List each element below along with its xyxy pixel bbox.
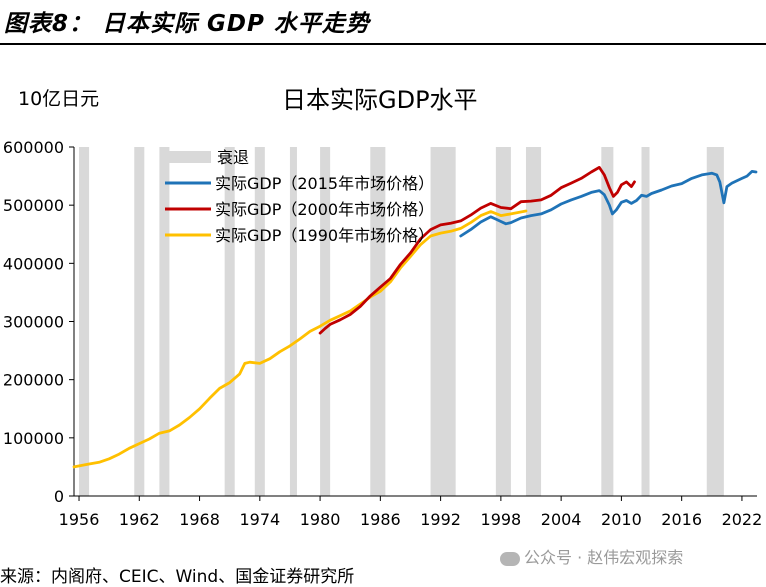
recession-band [289, 147, 297, 496]
x-tick-label: 2022 [722, 510, 763, 529]
y-tick-label: 200000 [3, 371, 64, 390]
recession-band [224, 147, 235, 496]
recession-band [79, 147, 90, 496]
recession-band [320, 147, 331, 496]
series-line [72, 209, 528, 469]
recession-band [495, 147, 511, 496]
x-tick-label: 1998 [481, 510, 522, 529]
x-tick-label: 1974 [239, 510, 280, 529]
x-tick-label: 1962 [119, 510, 160, 529]
source-note: 来源：内阁府、CEIC、Wind、国金证券研究所 [0, 567, 355, 587]
y-tick-label: 600000 [3, 138, 64, 157]
watermark-text: 公众号 · 赵伟宏观探索 [524, 548, 684, 567]
x-tick-label: 2004 [541, 510, 582, 529]
x-tick-label: 1968 [179, 510, 220, 529]
x-tick-label: 2016 [661, 510, 702, 529]
x-tick-label: 2010 [601, 510, 642, 529]
wechat-icon [500, 551, 520, 566]
x-tick-label: 1980 [300, 510, 341, 529]
unit-label: 10亿日元 [18, 88, 100, 110]
recession-band [134, 147, 145, 496]
recession-band [706, 147, 724, 496]
series-line [459, 169, 758, 238]
x-tick-label: 1956 [59, 510, 100, 529]
recession-band [430, 147, 456, 496]
legend-label-recession: 衰退 [217, 148, 249, 167]
y-tick-label: 300000 [3, 313, 64, 332]
recession-band [525, 147, 542, 496]
title-rule [0, 43, 766, 45]
legend-swatch-recession [165, 151, 211, 163]
recession-band [601, 147, 614, 496]
x-tick-label: 1992 [420, 510, 461, 529]
chart-title: 日本实际GDP水平 [282, 86, 478, 114]
recession-band [370, 147, 386, 496]
y-tick-label: 400000 [3, 254, 64, 273]
recession-band [641, 147, 650, 496]
y-tick-label: 100000 [3, 429, 64, 448]
legend-label-series: 实际GDP（2015年市场价格） [215, 174, 434, 193]
x-tick-label: 1986 [360, 510, 401, 529]
watermark: 公众号 · 赵伟宏观探索 [500, 544, 683, 568]
legend-label-series: 实际GDP（2000年市场价格） [215, 200, 434, 219]
series-line [318, 165, 636, 335]
legend-label-series: 实际GDP（1990年市场价格） [215, 226, 434, 245]
y-tick-label: 500000 [3, 196, 64, 215]
recession-band [254, 147, 265, 496]
y-tick-label: 0 [54, 487, 64, 506]
figure-title: 图表8： 日本实际 GDP 水平走势 [4, 11, 370, 37]
recession-band [159, 147, 170, 496]
